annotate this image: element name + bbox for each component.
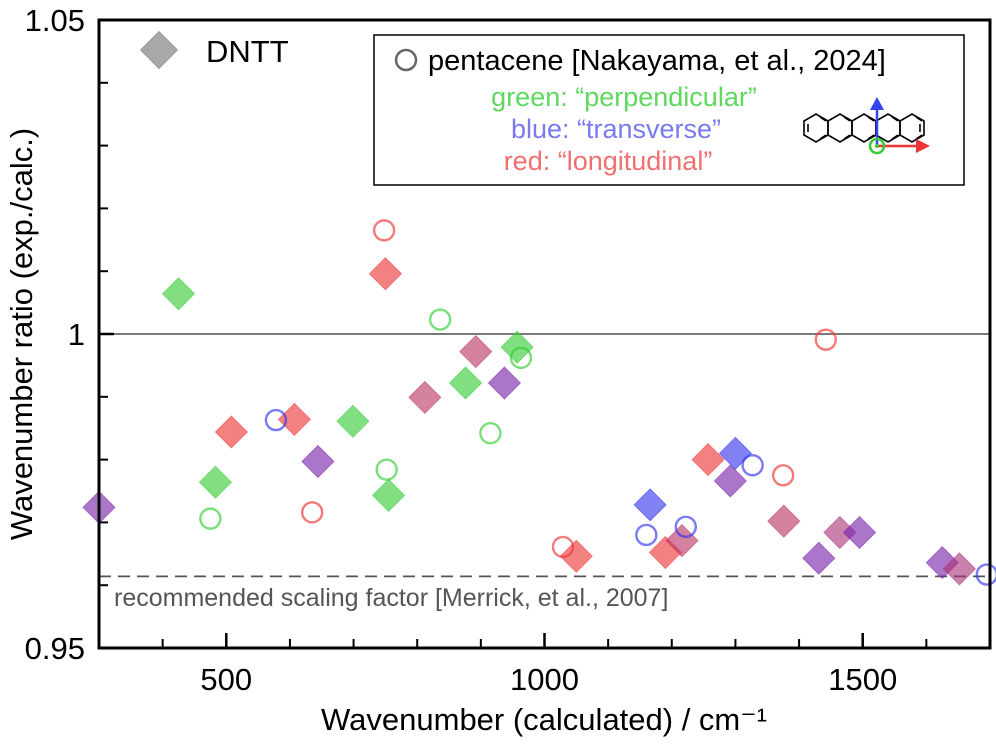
x-tick-label: 500 <box>200 662 252 697</box>
legend-red-label: red: “longitudinal” <box>504 146 713 176</box>
pentacene-point <box>264 408 288 432</box>
legend-blue-label: blue: “transverse” <box>511 114 721 144</box>
pentacene-point <box>301 501 324 524</box>
pentacene-legend: pentacene [Nakayama, et al., 2024] green… <box>373 34 965 186</box>
dntt-point <box>301 444 335 479</box>
dntt-point <box>802 541 836 575</box>
dntt-point <box>371 478 406 513</box>
reference-lines <box>99 333 990 578</box>
dntt-legend: DNTT <box>139 30 289 70</box>
y-tick-label: 1.05 <box>25 3 85 38</box>
pentacene-point <box>635 523 658 547</box>
dntt-point <box>942 552 977 586</box>
molecule-axis-arrows <box>868 97 930 155</box>
dntt-point <box>214 415 249 449</box>
y-tick-label: 0.95 <box>25 631 85 666</box>
dntt-point <box>691 442 725 477</box>
y-tick-label: 1 <box>68 317 85 352</box>
pentacene-point <box>674 515 697 538</box>
pentacene-point <box>551 535 575 559</box>
pentacene-point <box>509 346 533 370</box>
dntt-point <box>767 504 801 538</box>
pentacene-point <box>814 328 838 351</box>
dntt-point <box>487 366 522 400</box>
dntt-point <box>718 436 753 471</box>
dntt-legend-marker <box>139 30 179 70</box>
pentacene-point <box>372 219 396 242</box>
y-axis-label: Wavenumber ratio (exp./calc.) <box>4 128 39 540</box>
pentacene-legend-box <box>373 34 965 186</box>
legend-green-label: green: “perpendicular” <box>491 82 757 112</box>
scaling-factor-annotation: recommended scaling factor [Merrick, et … <box>114 584 668 612</box>
dntt-point <box>336 404 370 438</box>
pentacene-point <box>771 464 795 487</box>
x-tick-label: 1500 <box>828 662 897 697</box>
dntt-point <box>161 277 196 311</box>
dntt-point <box>408 380 442 415</box>
dntt-point <box>842 515 877 550</box>
pentacene-point <box>375 458 398 481</box>
pentacene-point <box>975 563 996 586</box>
data-points <box>82 219 996 586</box>
pentacene-point <box>199 507 222 530</box>
dntt-point <box>368 257 403 291</box>
pentacene-point <box>741 454 764 477</box>
pentacene-point <box>479 422 502 445</box>
dntt-legend-label: DNTT <box>206 34 289 69</box>
dntt-point <box>559 539 594 574</box>
dntt-point <box>500 330 534 364</box>
pentacene-legend-label: pentacene [Nakayama, et al., 2024] <box>428 45 886 77</box>
pentacene-point <box>428 308 452 331</box>
dntt-point <box>277 402 312 437</box>
dntt-point <box>198 465 233 499</box>
dntt-point <box>459 334 493 369</box>
x-tick-label: 1000 <box>510 662 579 697</box>
dntt-point <box>448 366 483 400</box>
dntt-point <box>633 488 667 522</box>
x-axis-label: Wavenumber (calculated) / cm⁻¹ <box>321 702 767 737</box>
plot-frame <box>97 18 992 650</box>
dntt-point <box>713 464 748 498</box>
pentacene-legend-marker <box>394 48 418 72</box>
